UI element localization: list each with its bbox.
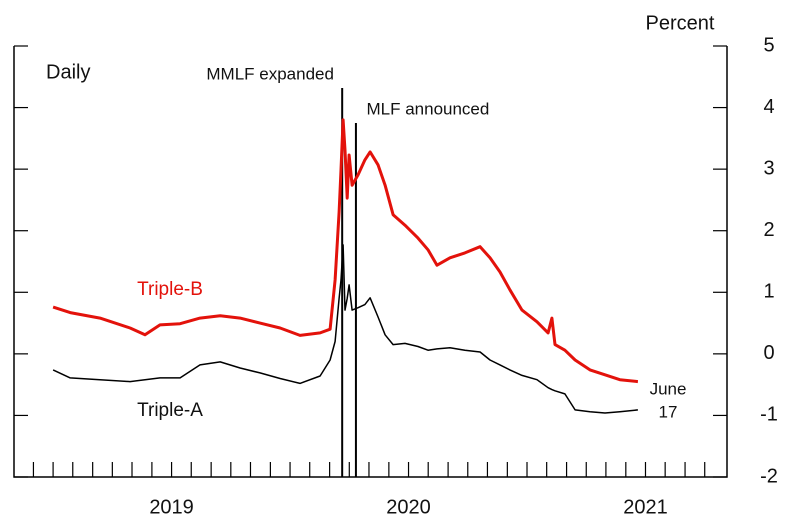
y-tick-label: -1 xyxy=(760,404,778,426)
series-label: Triple-A xyxy=(137,400,203,421)
axis-frame xyxy=(13,46,728,478)
annotation-label: MLF announced xyxy=(366,99,489,118)
series-label: Triple-B xyxy=(137,279,203,300)
y-tick-label: 1 xyxy=(763,281,774,303)
series-line xyxy=(52,118,639,384)
annotation-label: MMLF expanded xyxy=(206,64,334,83)
y-tick-label: 0 xyxy=(763,342,774,364)
y-tick-label: 4 xyxy=(763,96,774,118)
chart-title: Daily xyxy=(46,61,90,83)
y-tick-label: 3 xyxy=(763,157,774,179)
end-label: June xyxy=(650,379,687,398)
y-tick-label: 2 xyxy=(763,219,774,241)
x-tick-label: 2019 xyxy=(149,496,194,518)
series-line xyxy=(52,244,638,414)
y-axis-label: Percent xyxy=(646,12,715,34)
x-tick-label: 2021 xyxy=(623,496,668,518)
end-label: 17 xyxy=(659,402,678,421)
y-tick-label: -2 xyxy=(760,465,778,487)
y-tick-label: 5 xyxy=(763,34,774,56)
x-tick-label: 2020 xyxy=(386,496,431,518)
